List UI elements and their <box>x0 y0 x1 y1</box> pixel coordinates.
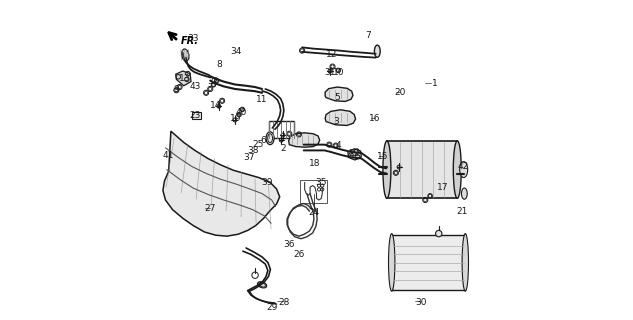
Ellipse shape <box>266 132 274 145</box>
Text: 13: 13 <box>179 74 191 83</box>
Polygon shape <box>325 110 356 125</box>
Ellipse shape <box>462 234 468 291</box>
Ellipse shape <box>453 141 461 198</box>
Ellipse shape <box>389 234 395 291</box>
Text: 27: 27 <box>204 204 216 213</box>
Text: 4: 4 <box>335 141 341 150</box>
Text: 41: 41 <box>163 151 174 160</box>
Text: 18: 18 <box>309 159 321 168</box>
Text: 15: 15 <box>377 152 389 161</box>
Bar <box>192 112 201 119</box>
Ellipse shape <box>336 68 341 73</box>
Ellipse shape <box>258 282 266 288</box>
Polygon shape <box>176 71 191 86</box>
Text: 3: 3 <box>333 117 339 126</box>
Polygon shape <box>387 141 457 198</box>
Bar <box>268 121 294 139</box>
Text: 38: 38 <box>248 146 259 155</box>
Bar <box>300 180 327 203</box>
Ellipse shape <box>240 107 244 112</box>
Text: 37: 37 <box>243 153 254 162</box>
Text: 16: 16 <box>369 114 381 123</box>
Text: 36: 36 <box>284 240 295 249</box>
Text: 32: 32 <box>208 77 219 86</box>
Text: 8: 8 <box>216 60 222 68</box>
Text: 33: 33 <box>187 34 199 43</box>
Text: 12: 12 <box>326 50 337 59</box>
Text: 42: 42 <box>458 162 468 171</box>
Text: 5: 5 <box>334 93 340 102</box>
Text: FR.: FR. <box>181 36 199 46</box>
Text: 31: 31 <box>324 68 335 76</box>
Text: 25: 25 <box>252 140 263 148</box>
Text: 22: 22 <box>349 149 360 158</box>
Ellipse shape <box>237 112 241 117</box>
Ellipse shape <box>375 45 380 57</box>
Text: 19: 19 <box>230 114 242 123</box>
Ellipse shape <box>461 188 467 199</box>
Text: 24: 24 <box>308 208 320 217</box>
Text: 40: 40 <box>235 108 247 117</box>
Text: 11: 11 <box>256 95 268 104</box>
Text: 2: 2 <box>280 144 285 153</box>
Text: 7: 7 <box>365 31 370 40</box>
Ellipse shape <box>460 162 468 178</box>
Text: 30: 30 <box>416 298 427 307</box>
Text: 17: 17 <box>437 183 449 192</box>
Text: 23: 23 <box>189 111 201 120</box>
Text: 34: 34 <box>230 47 242 56</box>
Text: 35: 35 <box>315 178 327 187</box>
Text: 1: 1 <box>432 79 438 88</box>
Text: 43: 43 <box>190 82 201 91</box>
Polygon shape <box>289 133 320 147</box>
Ellipse shape <box>182 49 189 61</box>
Text: 20: 20 <box>394 88 405 97</box>
Ellipse shape <box>383 141 391 198</box>
Polygon shape <box>325 87 353 101</box>
Text: 39: 39 <box>261 178 273 187</box>
Ellipse shape <box>428 194 432 198</box>
Polygon shape <box>392 235 465 290</box>
Circle shape <box>436 230 442 237</box>
Polygon shape <box>348 149 361 160</box>
Polygon shape <box>163 131 280 236</box>
Text: 6: 6 <box>261 136 266 145</box>
Text: 9: 9 <box>174 85 180 94</box>
Text: 14: 14 <box>210 101 222 110</box>
Text: 29: 29 <box>266 303 277 312</box>
Text: 21: 21 <box>456 207 468 216</box>
Text: 26: 26 <box>293 250 304 259</box>
Ellipse shape <box>215 78 219 83</box>
Text: 10: 10 <box>332 68 344 76</box>
Ellipse shape <box>211 83 216 87</box>
Text: 28: 28 <box>279 298 290 307</box>
